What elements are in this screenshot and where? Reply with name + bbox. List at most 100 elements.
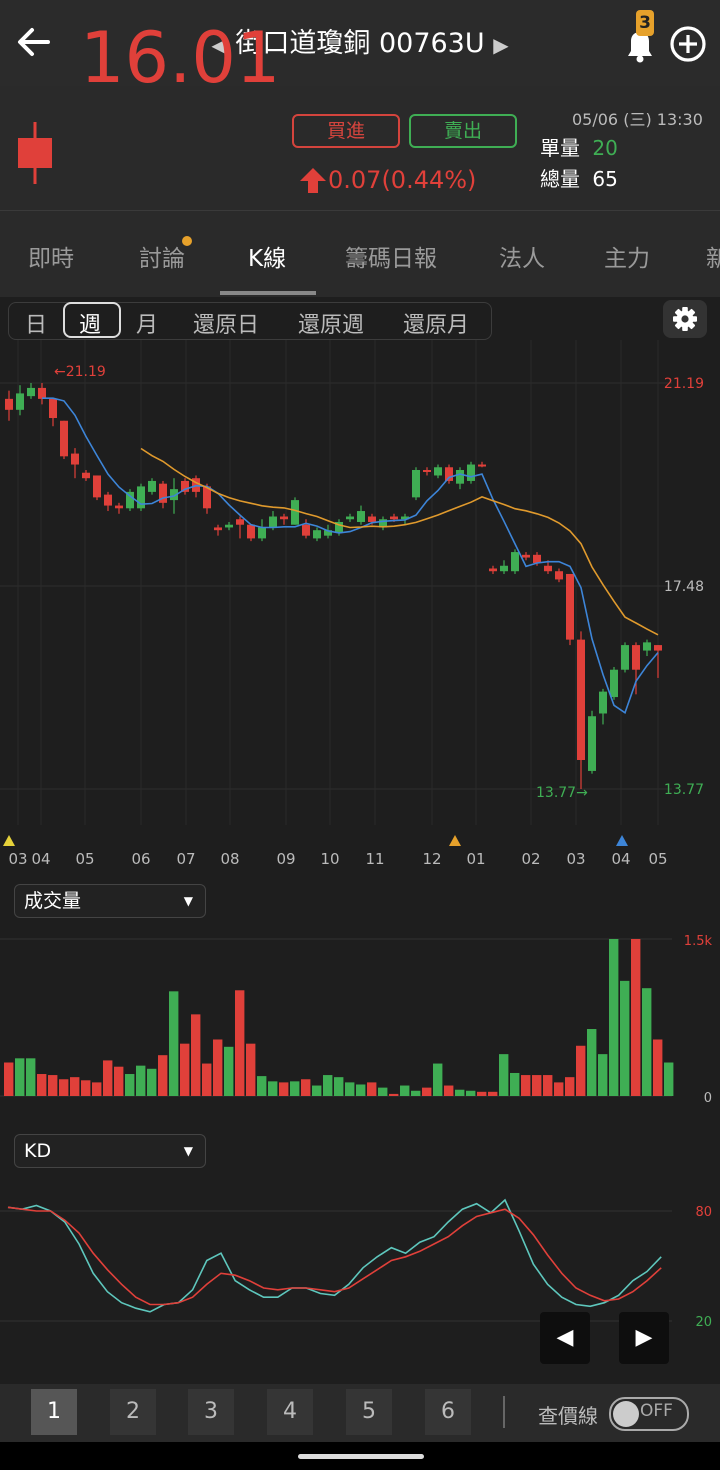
candle-body — [368, 516, 376, 522]
x-axis-label: 05 — [648, 850, 667, 868]
back-arrow-icon[interactable] — [14, 22, 54, 62]
volume-bar — [609, 939, 619, 1096]
candle-body — [225, 524, 233, 528]
volume-bar — [543, 1075, 553, 1096]
gear-icon[interactable] — [663, 300, 707, 338]
page-button-4[interactable]: 4 — [267, 1389, 313, 1435]
volume-indicator-dropdown[interactable]: 成交量 ▼ — [14, 884, 206, 918]
volume-bar — [114, 1066, 124, 1096]
volume-bar — [48, 1075, 58, 1096]
volume-bar — [323, 1075, 333, 1096]
x-axis-label: 09 — [276, 850, 295, 868]
caret-down-icon: ▼ — [183, 894, 193, 908]
next-stock-arrow[interactable]: ▶ — [493, 33, 509, 57]
unit-volume-value: 20 — [592, 136, 618, 160]
sell-button[interactable]: 賣出 — [409, 114, 517, 148]
candle-body — [456, 470, 464, 484]
tab-news[interactable]: 新 — [706, 246, 720, 272]
x-axis-label: 01 — [466, 850, 485, 868]
volume-bar — [411, 1090, 421, 1096]
candle-body — [16, 393, 24, 410]
volume-bar — [312, 1085, 322, 1096]
period-day[interactable]: 日 — [25, 313, 48, 338]
bell-icon[interactable] — [618, 22, 662, 66]
candles — [5, 383, 662, 789]
tab-realtime[interactable]: 即時 — [28, 246, 74, 272]
page-button-6[interactable]: 6 — [425, 1389, 471, 1435]
volume-bar — [664, 1062, 674, 1096]
period-adj-day[interactable]: 還原日 — [193, 313, 260, 338]
volume-bar — [565, 1077, 575, 1096]
tab-kline[interactable]: K線 — [248, 246, 287, 272]
home-indicator[interactable] — [298, 1454, 424, 1459]
volume-bar — [631, 939, 641, 1096]
candle-body — [522, 554, 530, 558]
volume-bar — [433, 1063, 443, 1096]
candle-body — [5, 398, 13, 410]
prev-stock-arrow[interactable]: ◀ — [211, 33, 227, 57]
tab-institutional[interactable]: 法人 — [499, 246, 545, 272]
notification-badge: 3 — [636, 10, 654, 36]
volume-bar — [246, 1043, 256, 1096]
period-adj-month[interactable]: 還原月 — [403, 313, 470, 338]
candle-body — [390, 516, 398, 520]
candle-body — [566, 573, 574, 640]
price-chart[interactable]: 21.19 17.48 13.77 ←21.19 13.77→ 03 04 05 06… — [0, 340, 720, 880]
candle-body — [159, 483, 167, 503]
low-marker: 13.77→ — [536, 785, 588, 801]
candle-body — [445, 467, 453, 481]
price-change: 0.07(0.44%) — [298, 160, 476, 194]
volume-bar — [653, 1039, 663, 1096]
page-button-2[interactable]: 2 — [110, 1389, 156, 1435]
period-adj-week[interactable]: 還原週 — [298, 313, 365, 338]
candle-icon — [18, 122, 52, 184]
period-month[interactable]: 月 — [136, 313, 159, 338]
x-axis-labels: 03 04 05 06 07 08 09 10 11 12 01 02 03 04 05 — [8, 850, 667, 868]
scroll-left-button[interactable]: ◀ — [540, 1312, 590, 1364]
page-button-3[interactable]: 3 — [188, 1389, 234, 1435]
candle-body — [643, 642, 651, 651]
volume-bar — [37, 1074, 47, 1096]
tab-discussion[interactable]: 討論 — [139, 246, 185, 272]
scroll-right-button[interactable]: ▶ — [619, 1312, 669, 1364]
x-axis-label: 03 — [566, 850, 585, 868]
candle-body — [214, 527, 222, 531]
add-circle-icon[interactable] — [668, 24, 708, 64]
discussion-dot — [182, 236, 192, 246]
tab-main-force[interactable]: 主力 — [604, 246, 650, 272]
period-week[interactable]: 週 — [79, 313, 102, 338]
volume-bar — [554, 1082, 564, 1096]
price-max-label: 21.19 — [664, 376, 704, 392]
kd-indicator-dropdown[interactable]: KD ▼ — [14, 1134, 206, 1168]
x-axis-label: 06 — [131, 850, 150, 868]
candle-body — [126, 491, 134, 509]
price-line-toggle[interactable] — [609, 1397, 689, 1431]
volume-bar — [213, 1039, 223, 1096]
candle-body — [93, 475, 101, 498]
kd-chart[interactable]: 80 20 — [0, 1175, 720, 1380]
candle-body — [49, 398, 57, 419]
k-line — [7, 1198, 662, 1313]
kd-80-label: 80 — [695, 1205, 712, 1220]
x-axis-label: 08 — [220, 850, 239, 868]
candle-body — [82, 472, 90, 479]
volume-bar — [598, 1054, 608, 1096]
price-line-label: 查價線 — [538, 1404, 598, 1428]
x-axis-label: 07 — [176, 850, 195, 868]
volume-chart[interactable]: 1.5k 0 — [0, 925, 720, 1120]
page-button-1[interactable]: 1 — [31, 1389, 77, 1435]
candle-body — [137, 486, 145, 509]
candle-body — [313, 530, 321, 539]
candle-body — [412, 470, 420, 498]
volume-bar — [4, 1062, 14, 1096]
tab-bar: 即時 討論 K線 籌碼日報 法人 主力 新 — [0, 211, 720, 297]
candle-body — [269, 516, 277, 528]
page-button-5[interactable]: 5 — [346, 1389, 392, 1435]
candle-body — [544, 565, 552, 572]
buy-button[interactable]: 買進 — [292, 114, 400, 148]
volume-bar — [378, 1087, 388, 1096]
volume-bar — [191, 1014, 201, 1096]
volume-bar — [642, 988, 652, 1096]
candle-body — [577, 639, 585, 760]
tab-chip-report[interactable]: 籌碼日報 — [345, 246, 437, 272]
